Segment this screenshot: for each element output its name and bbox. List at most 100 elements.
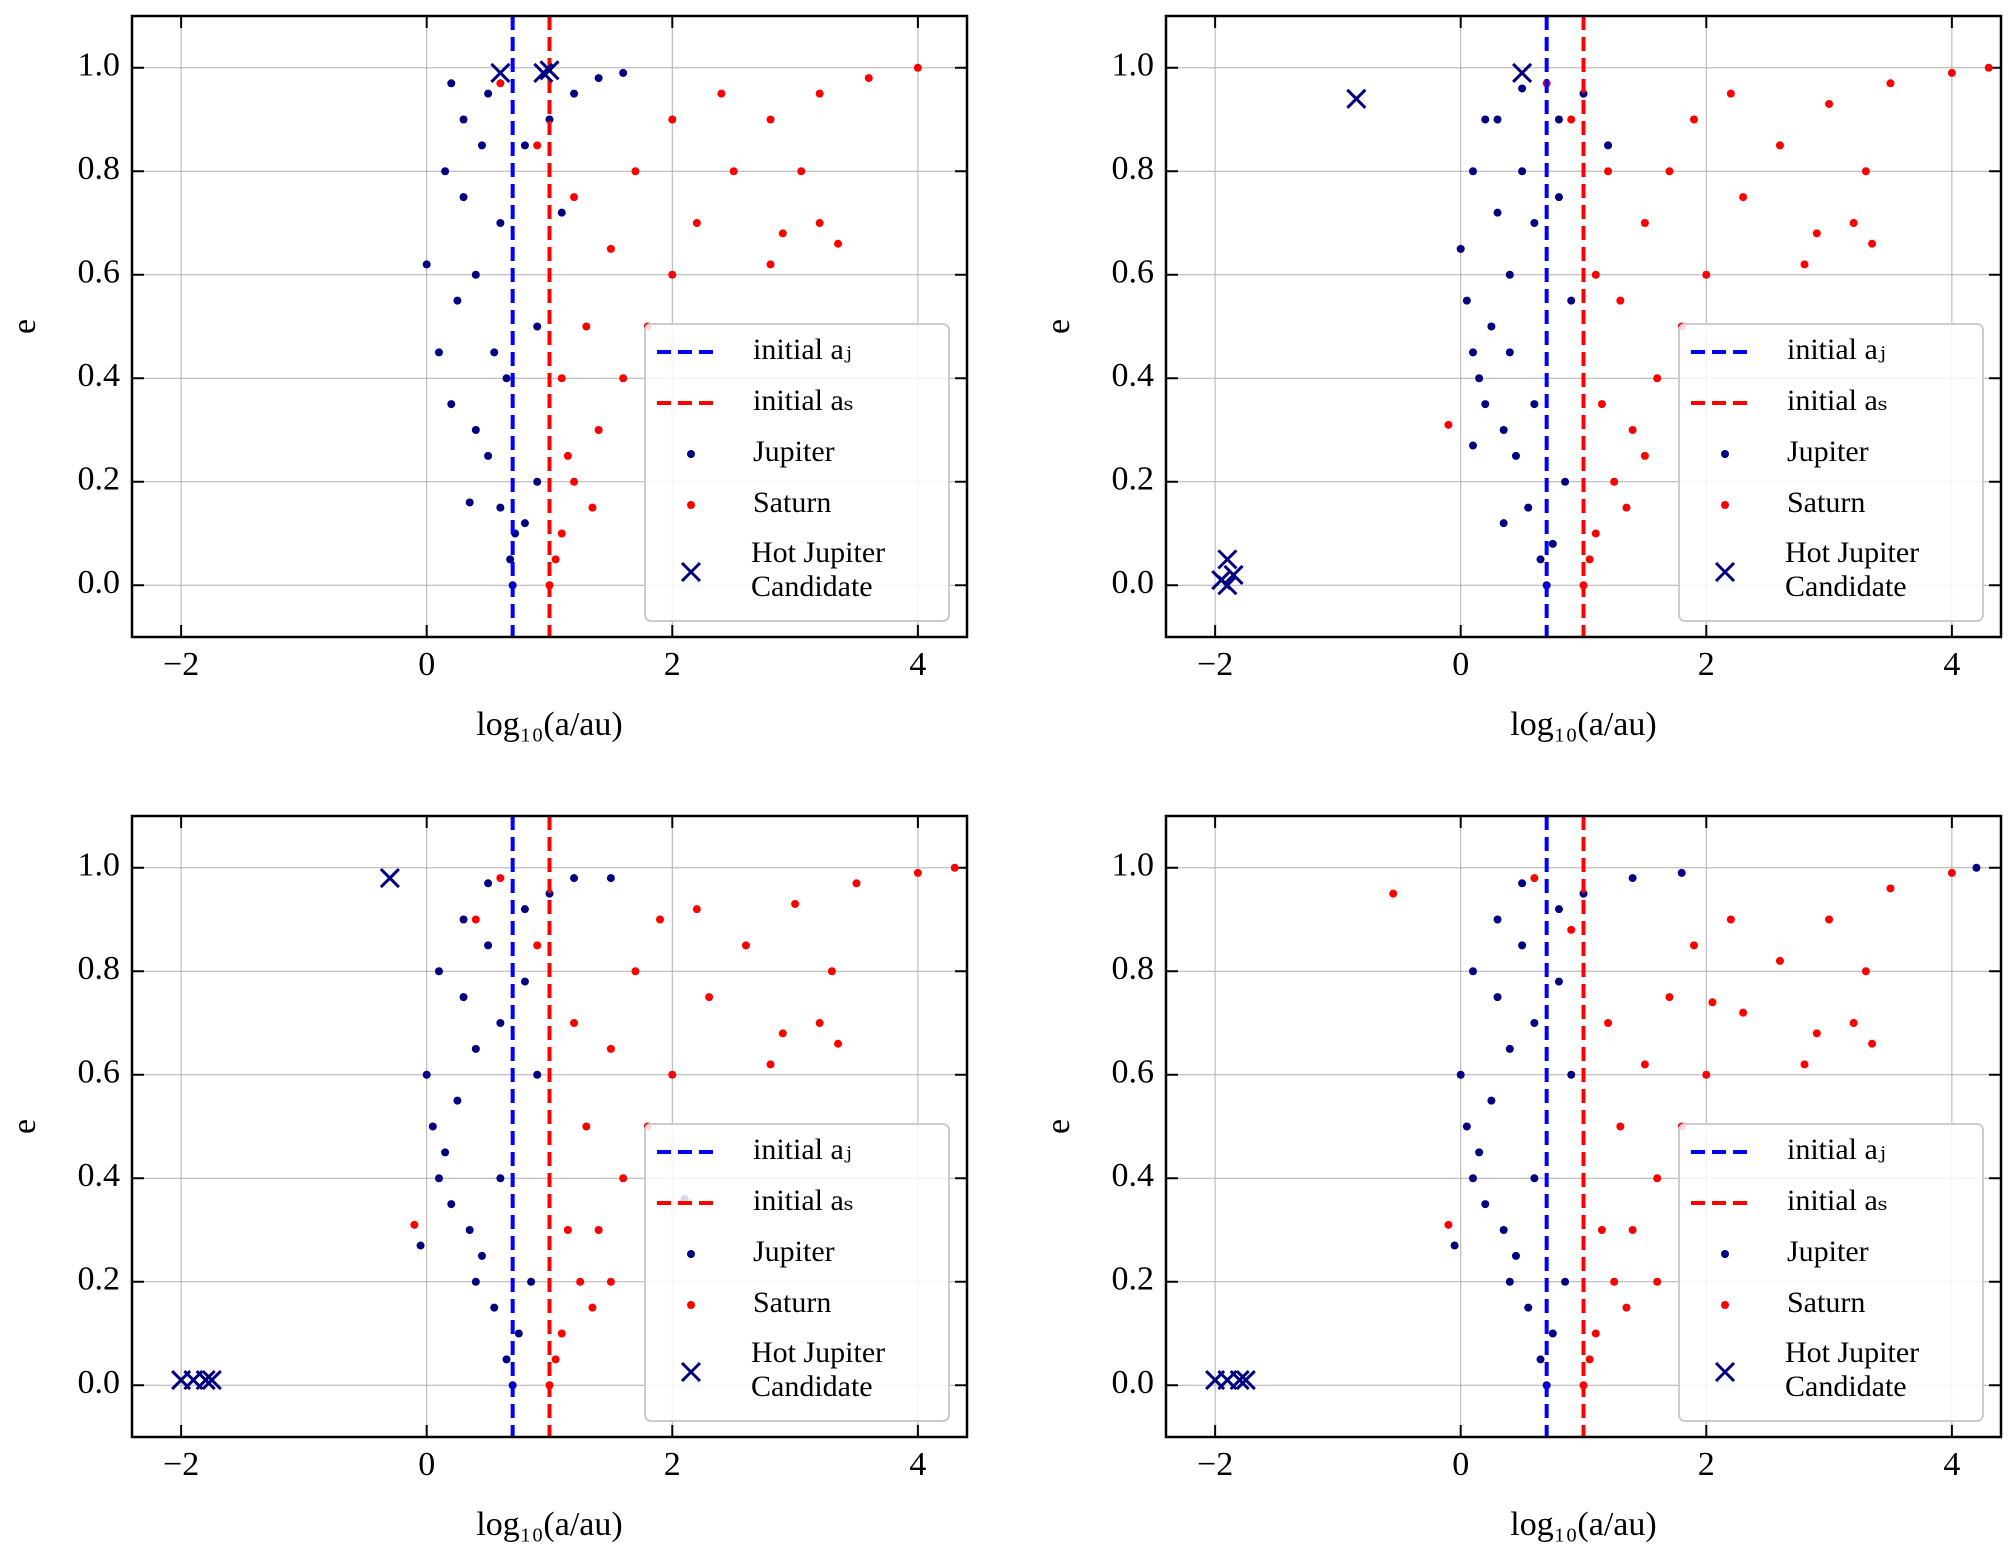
legend-label: initial aⱼ bbox=[753, 333, 852, 366]
x-tick-label: −2 bbox=[1197, 1446, 1233, 1483]
point bbox=[570, 477, 579, 486]
y-tick-label: 0.6 bbox=[78, 1054, 121, 1091]
point-x bbox=[490, 62, 511, 83]
point bbox=[1868, 239, 1877, 248]
point bbox=[1468, 167, 1477, 176]
point bbox=[434, 1174, 443, 1183]
point bbox=[864, 74, 873, 83]
point bbox=[1493, 115, 1502, 124]
point bbox=[582, 322, 591, 331]
point bbox=[434, 348, 443, 357]
point bbox=[1518, 167, 1527, 176]
axes-frame bbox=[1164, 814, 2003, 1439]
point bbox=[1886, 79, 1895, 88]
y-tick-label: 0.4 bbox=[78, 1157, 121, 1194]
y-tick-label: 0.8 bbox=[78, 150, 121, 187]
point bbox=[1567, 925, 1576, 934]
chart-panel: −2 0 2 4 0.0 0.2 0.4 0.6 0.8 1.0 log₁₀(a/au) e initi… bbox=[6, 14, 969, 743]
point bbox=[428, 1122, 437, 1131]
point bbox=[1487, 1096, 1496, 1105]
legend-label-box: Hot Jupiter Candidate bbox=[751, 536, 885, 603]
legend-symbol bbox=[687, 501, 695, 509]
point bbox=[1468, 967, 1477, 976]
point bbox=[502, 1355, 511, 1364]
legend-label: Hot Jupiter Candidate bbox=[1785, 536, 1920, 603]
point bbox=[1554, 977, 1563, 986]
point bbox=[1653, 1277, 1662, 1286]
point bbox=[459, 915, 468, 924]
y-tick-label: 0.4 bbox=[1112, 357, 1155, 394]
point bbox=[502, 374, 511, 383]
point-x bbox=[539, 60, 560, 81]
point bbox=[1499, 1226, 1508, 1234]
point bbox=[1481, 115, 1490, 124]
point bbox=[1868, 1039, 1877, 1048]
point bbox=[1886, 884, 1895, 893]
y-tick-label: 0.0 bbox=[1112, 564, 1155, 601]
legend-label: Saturn bbox=[1787, 486, 1865, 519]
point bbox=[441, 1148, 450, 1157]
point bbox=[606, 1044, 615, 1053]
point bbox=[447, 79, 456, 88]
legend-label: Jupiter bbox=[1787, 435, 1869, 468]
y-axis-label: e bbox=[1040, 1119, 1077, 1134]
point bbox=[791, 899, 800, 908]
point bbox=[913, 63, 922, 72]
point bbox=[1708, 998, 1717, 1007]
point bbox=[490, 1303, 499, 1312]
x-tick-label: 0 bbox=[1452, 1446, 1469, 1483]
point bbox=[465, 498, 474, 507]
point bbox=[533, 1070, 542, 1079]
point-x bbox=[1211, 570, 1232, 591]
y-tick-label: 0.2 bbox=[78, 1261, 121, 1298]
point bbox=[557, 208, 566, 217]
point bbox=[1665, 167, 1674, 176]
point bbox=[1505, 270, 1514, 279]
legend-label: Saturn bbox=[753, 1286, 831, 1319]
point bbox=[1536, 1355, 1545, 1364]
point bbox=[1505, 1044, 1514, 1053]
point bbox=[1481, 400, 1490, 409]
point bbox=[496, 79, 505, 88]
legend-label: initial aₛ bbox=[1787, 384, 1888, 417]
point bbox=[520, 905, 529, 914]
point bbox=[533, 477, 542, 486]
x-axis-label: log₁₀(a/au) bbox=[1510, 706, 1656, 743]
y-tick-label: 0.6 bbox=[78, 254, 121, 291]
point bbox=[1702, 1070, 1711, 1079]
point bbox=[570, 193, 579, 202]
point bbox=[1690, 941, 1699, 950]
point bbox=[514, 1329, 523, 1338]
point-x bbox=[195, 1370, 216, 1391]
point bbox=[1677, 868, 1686, 877]
point bbox=[1499, 426, 1508, 434]
legend-symbol bbox=[1721, 1301, 1729, 1309]
points bbox=[1211, 16, 1993, 637]
point bbox=[459, 193, 468, 202]
point bbox=[1518, 941, 1527, 950]
point bbox=[1462, 1122, 1471, 1131]
y-tick-label: 0.8 bbox=[1112, 150, 1155, 187]
point bbox=[1604, 1019, 1613, 1027]
point bbox=[1585, 1355, 1594, 1364]
point bbox=[834, 239, 843, 248]
point bbox=[496, 1019, 505, 1027]
y-tick-label: 1.0 bbox=[78, 847, 121, 884]
point bbox=[1628, 874, 1637, 883]
point bbox=[484, 451, 493, 460]
point bbox=[1628, 426, 1637, 434]
point bbox=[496, 1174, 505, 1183]
y-tick-label: 1.0 bbox=[78, 47, 121, 84]
point bbox=[717, 89, 726, 98]
points bbox=[1205, 816, 1981, 1437]
point bbox=[1567, 1070, 1576, 1079]
y-tick-label: 0.2 bbox=[78, 461, 121, 498]
point bbox=[1530, 1019, 1539, 1027]
chart-panel: −2 0 2 4 0.0 0.2 0.4 0.6 0.8 1.0 log₁₀(a/au) e initi… bbox=[1040, 14, 2003, 743]
point bbox=[570, 89, 579, 98]
point bbox=[692, 219, 701, 227]
point bbox=[1947, 868, 1956, 877]
point bbox=[1524, 503, 1533, 512]
legend-label-box: Hot Jupiter Candidate bbox=[1785, 1336, 1919, 1403]
legend-symbol bbox=[1721, 501, 1729, 509]
